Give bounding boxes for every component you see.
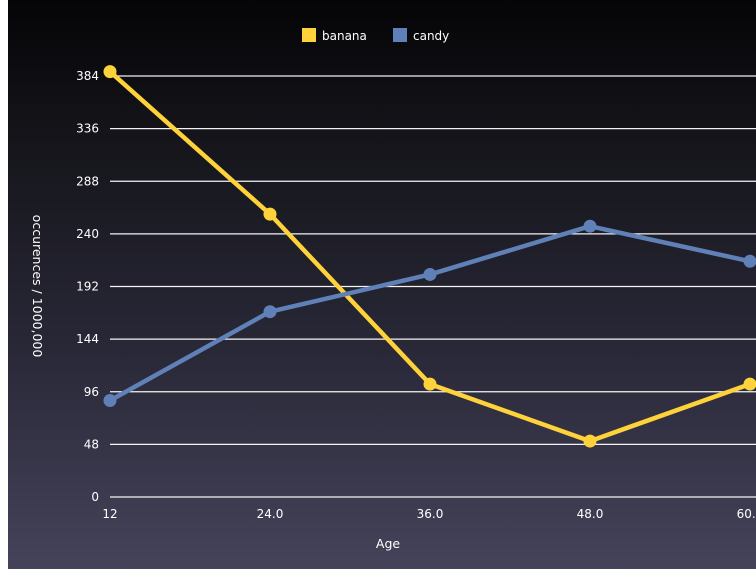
series-line <box>107 223 753 403</box>
x-tick-label: 36.0 <box>417 507 444 521</box>
legend: banana candy <box>302 28 449 43</box>
data-point[interactable] <box>263 305 277 319</box>
data-point[interactable] <box>263 207 277 221</box>
legend-label: candy <box>413 29 449 43</box>
y-axis-title: occurences / 1000,000 <box>30 215 45 358</box>
data-point[interactable] <box>103 394 117 408</box>
y-tick-label: 336 <box>76 122 99 136</box>
legend-item-banana[interactable]: banana <box>302 28 367 43</box>
y-tick-label: 96 <box>84 385 99 399</box>
data-point[interactable] <box>103 65 117 79</box>
legend-label: banana <box>322 29 367 43</box>
data-point[interactable] <box>423 377 437 391</box>
chart-container: 0 48 96 144 192 240 288 336 384 12 24.0 36.0 48.0 60… <box>8 0 756 569</box>
grid-lines <box>110 75 756 498</box>
x-tick-label: 24.0 <box>257 507 284 521</box>
y-tick-label: 288 <box>76 174 99 188</box>
x-tick-label: 60.0 <box>737 507 756 521</box>
legend-swatch <box>393 28 407 42</box>
y-tick-label: 240 <box>76 227 99 241</box>
data-point[interactable] <box>423 267 437 281</box>
legend-swatch <box>302 28 316 42</box>
line-chart: 0 48 96 144 192 240 288 336 384 12 24.0 36.0 48.0 60… <box>30 28 756 551</box>
data-point[interactable] <box>583 219 597 233</box>
series-banana <box>103 65 756 448</box>
y-tick-label: 48 <box>84 437 99 451</box>
y-tick-label: 0 <box>91 490 99 504</box>
x-tick-label: 48.0 <box>577 507 604 521</box>
x-axis-title: Age <box>376 536 400 551</box>
series-lines <box>103 65 756 448</box>
y-tick-label: 144 <box>76 332 99 346</box>
y-tick-label: 384 <box>76 69 99 83</box>
legend-item-candy[interactable]: candy <box>393 28 449 43</box>
data-point[interactable] <box>583 434 597 448</box>
y-axis-ticks: 0 48 96 144 192 240 288 336 384 <box>76 69 99 504</box>
y-tick-label: 192 <box>76 280 99 294</box>
data-point[interactable] <box>743 254 756 268</box>
x-tick-label: 12 <box>102 507 117 521</box>
x-axis-ticks: 12 24.0 36.0 48.0 60.0 <box>102 507 756 521</box>
data-point[interactable] <box>743 377 756 391</box>
series-candy <box>103 219 756 408</box>
